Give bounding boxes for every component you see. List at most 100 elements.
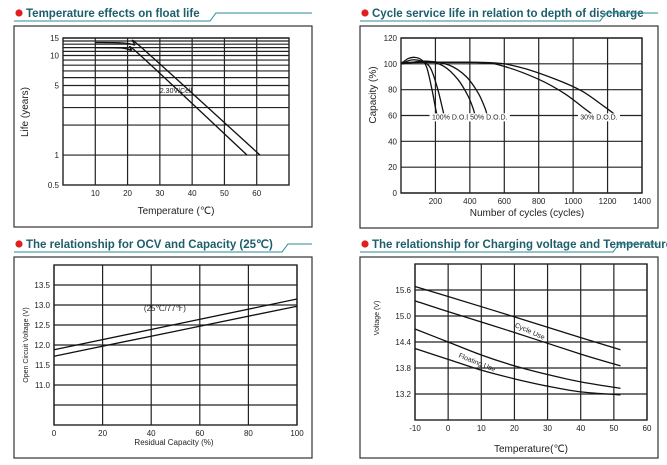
annotation-label: Floating Use (457, 353, 496, 374)
annotation-label: (25℃/77℉) (144, 304, 186, 313)
series-line (95, 39, 261, 156)
chart-2: 0 20 40 60 80 100 13.5 13.0 12.5 12.0 11.5 11.0 (25℃… (13, 240, 313, 459)
y-tick-label: 1 (55, 151, 60, 160)
x-tick-label: 10 (477, 424, 486, 433)
x-tick-label: 20 (510, 424, 519, 433)
x-tick-label: 50 (609, 424, 618, 433)
panel-cycle-life: Cycle service life in relation to depth … (368, 8, 644, 219)
series-line (53, 298, 298, 351)
annotation-label: 100% D.O.D. (432, 114, 473, 121)
series-line (414, 300, 621, 367)
chart-frame (359, 25, 659, 229)
bullet-icon (361, 240, 369, 248)
x-tick-label: 1000 (564, 197, 582, 206)
series-line (400, 59, 445, 116)
y-axis-label: Open Circuit Voltage (V) (23, 307, 30, 382)
y-tick-label: 13.5 (34, 281, 50, 290)
chart-title: The relationship for Charging voltage an… (372, 239, 667, 251)
y-axis-label: Life (years) (20, 87, 31, 137)
chart-frame (13, 25, 313, 228)
annotation-label: 30% D.O.D. (580, 114, 617, 121)
x-tick-label: 0 (52, 429, 57, 438)
y-axis-label: Capacity (%) (368, 66, 379, 123)
annotation-bg (429, 113, 476, 122)
x-tick-label: 40 (188, 189, 197, 198)
x-tick-label: 200 (429, 197, 443, 206)
chart-1: 200 400 600 800 1000 1200 1400 0 20 40 60 80 100 120 1… (359, 9, 659, 229)
x-tick-label: 10 (91, 189, 100, 198)
plot-area (53, 264, 298, 426)
x-tick-label: 50 (220, 189, 229, 198)
y-tick-label: 0 (393, 189, 398, 198)
plot-area (62, 37, 290, 186)
x-tick-label: 100 (290, 429, 304, 438)
x-tick-label: 20 (98, 429, 107, 438)
y-tick-label: 13.2 (395, 390, 411, 399)
series-line (95, 45, 248, 156)
chart-3: -10 0 10 20 30 40 50 6015.615.014.413.813.2Cycl… (359, 240, 659, 459)
x-tick-label: 60 (643, 424, 652, 433)
x-tick-label: 80 (244, 429, 253, 438)
x-tick-label: 30 (155, 189, 164, 198)
chart-frame (13, 256, 313, 459)
y-tick-label: 15.6 (395, 286, 411, 295)
series-line (414, 285, 621, 351)
series-line (414, 328, 621, 390)
y-tick-label: 15.0 (395, 312, 411, 321)
y-tick-label: 5 (55, 81, 60, 90)
annotation-bg (577, 113, 620, 122)
chart-0: 10 20 30 40 50 60 15 10 5 1 0.5 2.30V/Cell (13, 9, 313, 228)
y-tick-label: 40 (388, 137, 397, 146)
y-tick-label: 60 (388, 112, 397, 121)
series-line (400, 60, 488, 116)
bullet-icon (361, 9, 369, 17)
x-tick-label: 0 (446, 424, 451, 433)
y-tick-label: 13.8 (395, 364, 411, 373)
chart-title: The relationship for OCV and Capacity (2… (26, 238, 273, 251)
x-axis-label: Residual Capacity (%) (134, 438, 213, 447)
panel-charging-voltage: The relationship for Charging voltage an… (372, 239, 667, 455)
series-line (414, 347, 621, 396)
y-tick-label: 13.0 (34, 301, 50, 310)
y-tick-label: 11.5 (35, 361, 51, 370)
series-line (400, 56, 438, 116)
y-tick-label: 14.4 (395, 338, 411, 347)
title-rule (14, 12, 312, 22)
x-tick-label: 20 (123, 189, 132, 198)
y-tick-label: 20 (388, 163, 397, 172)
plot-area (400, 37, 643, 194)
x-tick-label: 800 (532, 197, 546, 206)
panel-ocv-capacity: The relationship for OCV and Capacity (2… (23, 238, 273, 447)
plot-area (414, 263, 648, 421)
x-tick-label: 60 (252, 189, 261, 198)
x-axis-label: Temperature(℃) (494, 444, 568, 455)
y-tick-label: 10 (50, 52, 59, 61)
y-tick-label: 12.0 (34, 341, 50, 350)
annotation-label: 2.30V/Cell (160, 88, 193, 95)
bullet-icon (15, 9, 23, 17)
y-tick-label: 0.5 (48, 181, 60, 190)
x-tick-label: 400 (463, 197, 477, 206)
x-tick-label: 30 (543, 424, 552, 433)
x-tick-label: 40 (147, 429, 156, 438)
x-axis-label: Number of cycles (cycles) (470, 208, 584, 219)
panel-float-life: Temperature effects on float life Life (… (20, 8, 214, 217)
title-rule (14, 243, 312, 253)
series-line (400, 61, 617, 117)
title-rule (360, 12, 658, 22)
x-tick-label: 600 (498, 197, 512, 206)
x-axis-label: Temperature (℃) (138, 206, 215, 217)
x-tick-label: 1200 (599, 197, 617, 206)
x-tick-label: 40 (576, 424, 585, 433)
y-tick-label: 100 (384, 60, 398, 69)
annotation-bg (467, 113, 510, 122)
series-line (400, 61, 595, 117)
title-rule (360, 243, 658, 253)
y-tick-label: 120 (384, 34, 398, 43)
y-tick-label: 11.0 (35, 381, 51, 390)
series-line (53, 305, 298, 357)
chart-title: Cycle service life in relation to depth … (372, 8, 644, 20)
chart-title: Temperature effects on float life (26, 8, 200, 20)
y-tick-label: 80 (388, 86, 397, 95)
